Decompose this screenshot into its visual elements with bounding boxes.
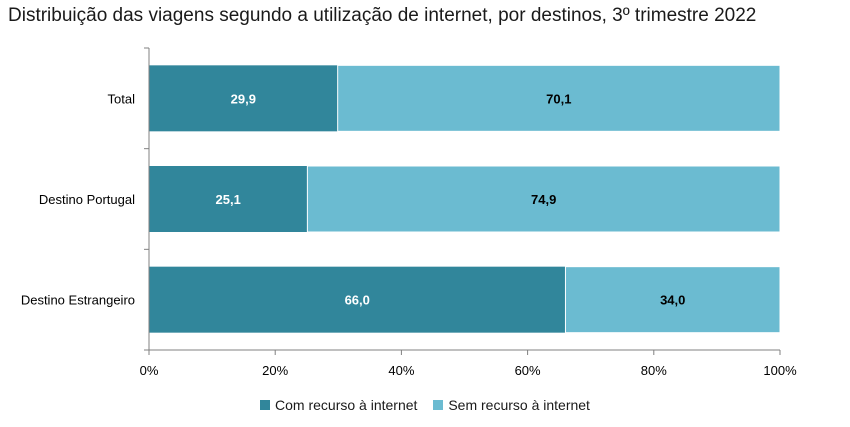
- legend-item-com-recurso: Com recurso à internet: [260, 397, 417, 413]
- bar-destino-estrangeiro-sem-recurso-a-internet: [564, 266, 781, 334]
- legend-swatch-com-recurso: [260, 400, 271, 410]
- category-label-destino-estrangeiro: Destino Estrangeiro: [21, 293, 135, 308]
- legend-label-sem-recurso: Sem recurso à internet: [448, 397, 590, 413]
- x-tick-label: 60%: [515, 363, 541, 378]
- x-tick-label: 100%: [763, 363, 797, 378]
- chart-plot: 29,9 70,1 Total 25,1 74,9 Destino Portugal 66,…: [21, 47, 797, 378]
- bar-total-sem-recurso-a-internet: [337, 64, 781, 132]
- chart-legend: Com recurso à internet Sem recurso à int…: [0, 397, 850, 413]
- data-label-total-com-recurso-a-internet: 29,9: [231, 91, 256, 106]
- chart-title: Distribuição das viagens segundo a utili…: [8, 5, 757, 26]
- x-tick-label: 80%: [641, 363, 667, 378]
- data-label-destino-portugal-com-recurso-a-internet: 25,1: [216, 192, 241, 207]
- x-tick-label: 20%: [262, 363, 288, 378]
- bar-destino-portugal-sem-recurso-a-internet: [306, 165, 781, 233]
- data-label-destino-estrangeiro-sem-recurso-a-internet: 34,0: [660, 293, 685, 308]
- data-label-total-sem-recurso-a-internet: 70,1: [546, 91, 571, 106]
- category-label-total: Total: [108, 91, 136, 106]
- x-tick-label: 40%: [388, 363, 414, 378]
- legend-item-sem-recurso: Sem recurso à internet: [433, 397, 590, 413]
- category-label-destino-portugal: Destino Portugal: [39, 192, 135, 207]
- data-label-destino-estrangeiro-com-recurso-a-internet: 66,0: [345, 293, 370, 308]
- data-label-destino-portugal-sem-recurso-a-internet: 74,9: [531, 192, 556, 207]
- bar-destino-estrangeiro-com-recurso-a-internet: [149, 266, 566, 333]
- legend-label-com-recurso: Com recurso à internet: [275, 397, 418, 413]
- bar-destino-portugal-com-recurso-a-internet: [149, 166, 308, 232]
- bar-total-com-recurso-a-internet: [149, 65, 338, 132]
- x-tick-label: 0%: [140, 363, 159, 378]
- legend-swatch-sem-recurso: [433, 400, 444, 410]
